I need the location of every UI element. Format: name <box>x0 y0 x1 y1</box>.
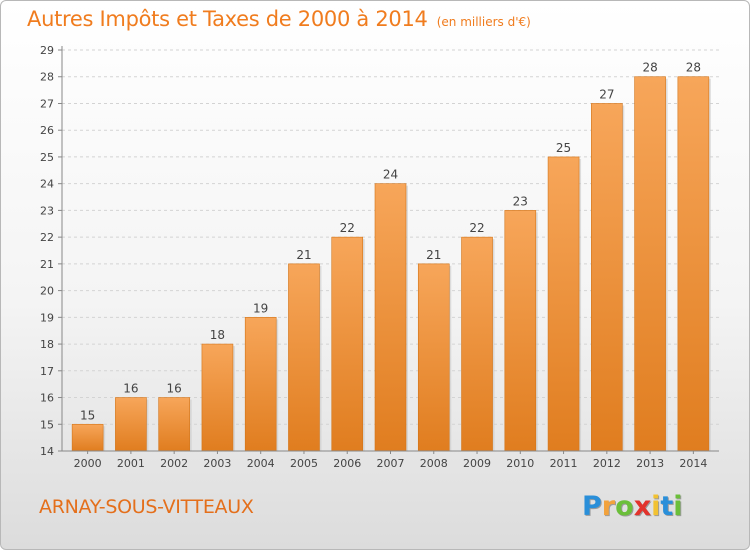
bar-value-label: 16 <box>167 382 182 396</box>
x-tick-label: 2013 <box>636 457 664 470</box>
bar-value-label: 22 <box>340 221 355 235</box>
x-tick-label: 2003 <box>203 457 231 470</box>
y-tick-label: 16 <box>40 392 54 405</box>
bar-value-label: 28 <box>686 61 701 75</box>
y-tick-label: 22 <box>40 231 54 244</box>
bar <box>374 183 407 452</box>
y-tick-label: 21 <box>40 258 54 271</box>
bar-value-label: 23 <box>513 194 528 208</box>
bar <box>244 317 277 452</box>
bar-value-label: 15 <box>80 408 95 422</box>
y-tick-label: 26 <box>40 124 54 137</box>
x-tick-label: 2002 <box>160 457 188 470</box>
logo-letter: r <box>601 491 616 522</box>
bar-value-label: 28 <box>642 61 657 75</box>
bar <box>115 397 147 452</box>
y-tick-label: 18 <box>40 338 54 351</box>
x-tick-label: 2009 <box>463 457 491 470</box>
x-tick-label: 2014 <box>679 457 707 470</box>
chart-title: Autres Impôts et Taxes de 2000 à 2014 <box>27 7 428 31</box>
y-tick-label: 29 <box>40 44 54 57</box>
y-tick-label: 15 <box>40 418 54 431</box>
x-tick-label: 2000 <box>74 457 102 470</box>
bars <box>71 76 711 452</box>
bar-value-label: 19 <box>253 301 268 315</box>
logo-letter: i <box>651 491 661 522</box>
logo-letter: o <box>615 491 634 522</box>
bar <box>158 397 190 452</box>
x-tick-label: 2007 <box>377 457 405 470</box>
bar <box>547 156 580 452</box>
bar <box>71 423 104 452</box>
x-tick-label: 2011 <box>550 457 578 470</box>
y-tick-label: 19 <box>40 311 54 324</box>
y-tick-label: 17 <box>40 365 54 378</box>
bar <box>677 76 710 452</box>
title-block: Autres Impôts et Taxes de 2000 à 2014 (e… <box>27 7 531 31</box>
y-tick-label: 23 <box>40 204 54 217</box>
logo-letter: P <box>582 491 602 522</box>
x-tick-label: 2004 <box>247 457 275 470</box>
bar <box>288 263 320 452</box>
bar <box>331 236 364 452</box>
bar <box>591 103 623 452</box>
y-tick-label: 14 <box>40 445 54 458</box>
bar-value-label: 22 <box>469 221 484 235</box>
x-tick-label: 2008 <box>420 457 448 470</box>
bar <box>461 236 493 452</box>
bar-value-label: 18 <box>210 328 225 342</box>
bar <box>634 76 666 452</box>
bar-value-label: 24 <box>383 168 398 182</box>
y-tick-label: 27 <box>40 97 54 110</box>
labels: 15 2000 16 2001 16 2002 18 2003 19 2004 21 2005 22 20… <box>74 61 708 470</box>
logo-letter: t <box>660 491 674 522</box>
logo-letter: x <box>633 491 652 522</box>
y-tick-label: 20 <box>40 285 54 298</box>
bar-value-label: 27 <box>599 87 614 101</box>
logo-letter: i <box>673 491 683 522</box>
commune-name: ARNAY-SOUS-VITTEAUX <box>39 496 254 518</box>
bar-value-label: 21 <box>296 248 311 262</box>
bar <box>201 343 234 452</box>
x-tick-label: 2005 <box>290 457 318 470</box>
bar <box>417 263 450 452</box>
x-tick-label: 2010 <box>506 457 534 470</box>
bar-value-label: 21 <box>426 248 441 262</box>
y-tick-label: 24 <box>40 178 54 191</box>
x-tick-label: 2006 <box>333 457 361 470</box>
bar-value-label: 25 <box>556 141 571 155</box>
x-tick-label: 2012 <box>593 457 621 470</box>
axes: 14 15 16 17 18 19 20 21 22 23 24 25 26 27 28 29 <box>40 44 719 458</box>
proxiti-logo: Proxiti <box>582 491 683 522</box>
x-tick-label: 2001 <box>117 457 145 470</box>
chart-unit: (en milliers d'€) <box>436 15 531 29</box>
y-tick-label: 28 <box>40 71 54 84</box>
bar <box>504 210 537 452</box>
bar-value-label: 16 <box>123 382 138 396</box>
y-tick-label: 25 <box>40 151 54 164</box>
